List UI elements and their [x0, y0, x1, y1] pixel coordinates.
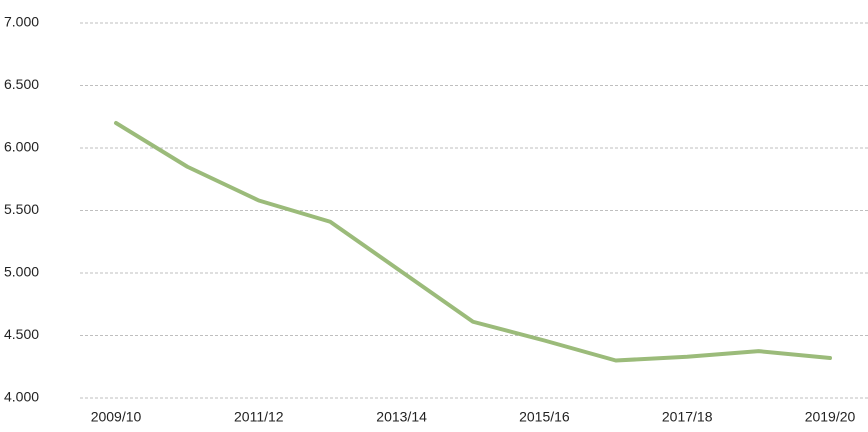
x-tick-label: 2015/16 [519, 409, 570, 425]
x-tick-label: 2019/20 [805, 409, 856, 425]
x-tick-label: 2009/10 [91, 409, 142, 425]
y-tick-label: 7.000 [4, 14, 39, 30]
x-tick-label: 2017/18 [662, 409, 713, 425]
y-tick-label: 5.000 [4, 264, 39, 280]
y-tick-label: 4.500 [4, 326, 39, 342]
y-tick-label: 4.000 [4, 389, 39, 405]
y-tick-label: 6.000 [4, 139, 39, 155]
x-tick-label: 2013/14 [376, 409, 427, 425]
line [114, 121, 832, 363]
x-tick-label: 2011/12 [234, 409, 284, 425]
y-tick-label: 6.500 [4, 76, 39, 92]
y-tick-label: 5.500 [4, 201, 39, 217]
